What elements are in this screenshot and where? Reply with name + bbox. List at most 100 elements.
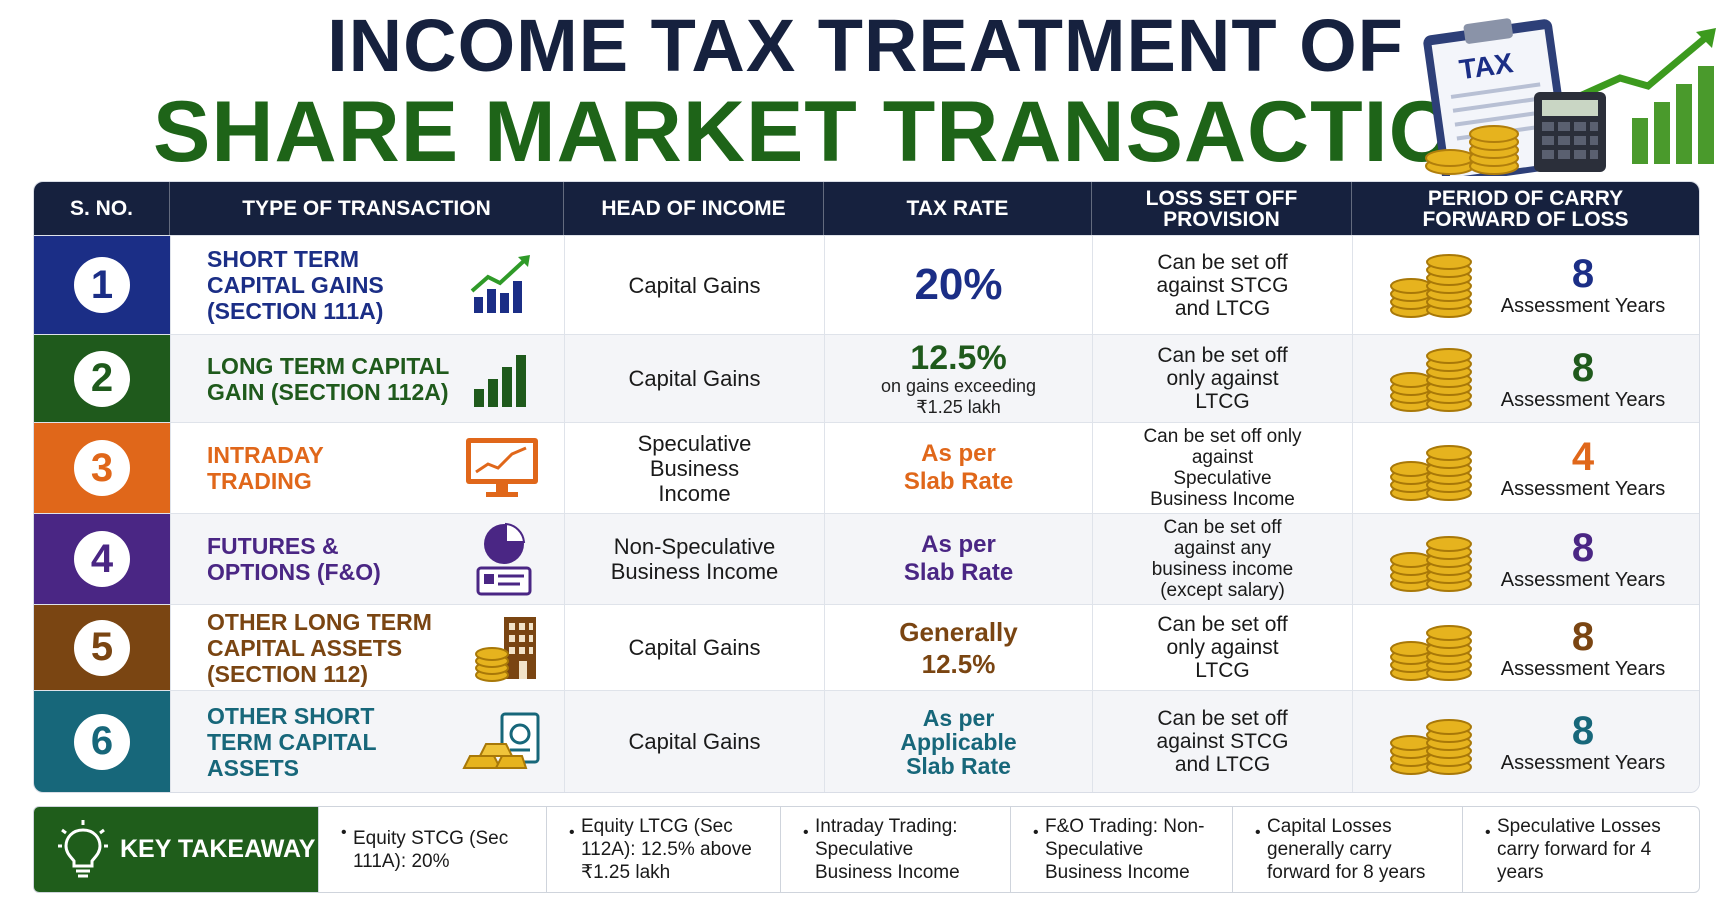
- tax-clipboard-illustration: TAX: [1423, 18, 1716, 176]
- carry-forward-label: Assessment Years: [1500, 751, 1666, 774]
- head-of-income: Capital Gains: [564, 691, 824, 792]
- takeaway-text: Equity LTCG (Sec 112A): 12.5% above ₹1.2…: [581, 816, 752, 883]
- carry-forward-text: 8 Assessment Years: [1475, 710, 1691, 774]
- takeaway-text: Equity STCG (Sec 111A): 20%: [353, 827, 509, 872]
- row-number-cell: 6: [34, 691, 170, 792]
- header-carry-forward: PERIOD OF CARRY FORWARD OF LOSS: [1352, 182, 1699, 235]
- takeaway-item: • Speculative Losses carry forward for 4…: [1462, 807, 1699, 892]
- head-of-income: Non-Speculative Business Income: [610, 534, 779, 584]
- loss-set-off: Can be set off only against LTCG: [1157, 344, 1288, 413]
- loss-set-off: Can be set off only against LTCG: [1157, 613, 1288, 682]
- carry-forward-years: 4: [1571, 435, 1595, 479]
- carry-forward-label: Assessment Years: [1500, 657, 1666, 680]
- bullet-icon: •: [1033, 824, 1039, 841]
- tax-rate: Generally 12.5%: [899, 616, 1018, 679]
- takeaway-text: Capital Losses generally carry forward f…: [1267, 816, 1426, 883]
- takeaway-text: Intraday Trading: Speculative Business I…: [815, 816, 960, 883]
- head-of-income: Capital Gains: [564, 335, 824, 422]
- header-type: TYPE OF TRANSACTION: [170, 182, 564, 235]
- loss-set-off: Can be set off against STCG and LTCG: [1156, 250, 1289, 320]
- bullet-icon: •: [803, 824, 809, 841]
- page-title-line-2: SHARE MARKET TRANSACTIONS: [153, 84, 1578, 180]
- takeaway-item: • F&O Trading: Non-Speculative Business …: [1010, 807, 1232, 892]
- bullet-icon: •: [1255, 824, 1261, 841]
- row-number: 2: [74, 350, 130, 407]
- table-header: S. NO. TYPE OF TRANSACTION HEAD OF INCOM…: [34, 182, 1699, 235]
- tax-rate-cell: 12.5% on gains exceeding ₹1.25 lakh: [824, 335, 1092, 422]
- loss-set-off: Can be set off against STCG and LTCG: [1156, 707, 1289, 776]
- row-number-cell: 5: [34, 605, 170, 690]
- coin-stack-icon: [1390, 254, 1472, 318]
- takeaway-text: Speculative Losses carry forward for 4 y…: [1497, 816, 1661, 883]
- tax-rate-cell: As per Slab Rate: [824, 514, 1092, 604]
- coin-stack-icon: [1390, 445, 1472, 501]
- carry-forward-years: 8: [1571, 252, 1595, 296]
- carry-forward-years: 8: [1571, 526, 1595, 570]
- carry-forward-years: 8: [1571, 614, 1595, 659]
- bar-chart-icon: [474, 354, 526, 407]
- header-sno: S. NO.: [34, 182, 170, 235]
- tax-rate: 20%: [914, 260, 1003, 309]
- growth-chart-icon: [470, 255, 530, 313]
- carry-forward-label: Assessment Years: [1500, 569, 1666, 591]
- tax-rate: As per Slab Rate: [903, 531, 1014, 586]
- carry-forward-cell: 8 Assessment Years: [1352, 236, 1699, 334]
- transaction-type: LONG TERM CAPITAL GAIN (SECTION 112A): [207, 352, 449, 405]
- carry-forward-text: 8 Assessment Years: [1475, 527, 1691, 591]
- loss-set-off-cell: Can be set off against STCG and LTCG: [1092, 691, 1352, 792]
- carry-forward-cell: 8 Assessment Years: [1352, 514, 1699, 604]
- table-row: 4 FUTURES & OPTIONS (F&O) Non-Speculativ…: [34, 513, 1699, 604]
- gold-bars-document-icon: [462, 712, 540, 769]
- tax-rate-cell: As per Slab Rate: [824, 423, 1092, 513]
- takeaway-item: • Equity STCG (Sec 111A): 20%: [318, 807, 546, 892]
- carry-forward-cell: 8 Assessment Years: [1352, 335, 1699, 422]
- takeaway-item: • Capital Losses generally carry forward…: [1232, 807, 1462, 892]
- pie-chart-document-icon: [476, 522, 532, 596]
- carry-forward-label: Assessment Years: [1500, 478, 1666, 500]
- tax-badge-text: TAX: [1457, 47, 1515, 85]
- takeaway-text: F&O Trading: Non-Speculative Business In…: [1045, 816, 1205, 883]
- head-of-income: Capital Gains: [564, 236, 824, 334]
- table-row: 1 SHORT TERM CAPITAL GAINS (SECTION 111A…: [34, 235, 1699, 334]
- carry-forward-label: Assessment Years: [1500, 388, 1666, 411]
- type-cell: LONG TERM CAPITAL GAIN (SECTION 112A): [170, 335, 564, 422]
- row-number: 1: [74, 257, 130, 313]
- transaction-type: INTRADAY TRADING: [207, 442, 324, 494]
- carry-forward-cell: 8 Assessment Years: [1352, 691, 1699, 792]
- transaction-type: SHORT TERM CAPITAL GAINS (SECTION 111A): [207, 246, 384, 324]
- tax-rate-cell: 20%: [824, 236, 1092, 334]
- carry-forward-text: 8 Assessment Years: [1475, 253, 1691, 317]
- tax-rate-cell: Generally 12.5%: [824, 605, 1092, 690]
- key-takeaway-header: KEY TAKEAWAY: [34, 807, 318, 892]
- head-of-income: Speculative Business Income: [637, 430, 752, 506]
- carry-forward-text: 4 Assessment Years: [1475, 436, 1691, 500]
- carry-forward-years: 8: [1571, 708, 1595, 753]
- head-of-income: Capital Gains: [564, 605, 824, 690]
- tax-rate-cell: As per Applicable Slab Rate: [824, 691, 1092, 792]
- key-takeaway-title: KEY TAKEAWAY: [120, 835, 316, 863]
- type-cell: SHORT TERM CAPITAL GAINS (SECTION 111A): [170, 236, 564, 334]
- coin-stack-icon: [1390, 718, 1472, 775]
- header-head-of-income: HEAD OF INCOME: [564, 182, 824, 235]
- row-number-cell: 1: [34, 236, 170, 334]
- trading-monitor-icon: [466, 438, 538, 497]
- transaction-type: OTHER SHORT TERM CAPITAL ASSETS: [207, 702, 377, 781]
- tax-rate: As per Slab Rate: [903, 440, 1014, 495]
- type-cell: OTHER SHORT TERM CAPITAL ASSETS: [170, 691, 564, 792]
- lightbulb-icon: [58, 819, 108, 877]
- head-of-income-cell: Speculative Business Income: [564, 423, 824, 513]
- type-cell: INTRADAY TRADING: [170, 423, 564, 513]
- tax-treatment-table: S. NO. TYPE OF TRANSACTION HEAD OF INCOM…: [33, 181, 1700, 793]
- transaction-type: OTHER LONG TERM CAPITAL ASSETS (SECTION …: [207, 608, 432, 687]
- row-number-cell: 2: [34, 335, 170, 422]
- carry-forward-cell: 8 Assessment Years: [1352, 605, 1699, 690]
- page-title-line-1: INCOME TAX TREATMENT OF: [327, 4, 1404, 87]
- carry-forward-years: 8: [1571, 345, 1595, 390]
- carry-forward-text: 8 Assessment Years: [1475, 616, 1691, 680]
- loss-set-off: Can be set off only against Speculative …: [1143, 426, 1302, 510]
- coin-stack-icon: [1390, 347, 1472, 412]
- row-number-cell: 4: [34, 514, 170, 604]
- transaction-type: FUTURES & OPTIONS (F&O): [207, 533, 381, 585]
- table-row: 2 LONG TERM CAPITAL GAIN (SECTION 112A) …: [34, 334, 1699, 422]
- type-cell: FUTURES & OPTIONS (F&O): [170, 514, 564, 604]
